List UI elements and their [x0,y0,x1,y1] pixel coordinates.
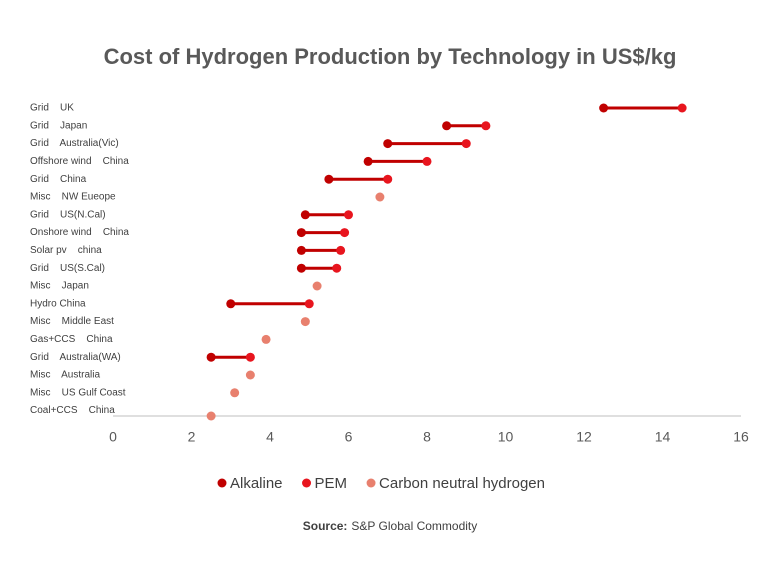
y-tick-label: Gas+CCS China [30,334,113,345]
y-tick-label: Grid UK [30,103,74,114]
dot [230,388,240,398]
dot [336,245,346,255]
dot [481,121,491,131]
x-tick-label: 6 [345,429,353,445]
dot [375,192,385,202]
x-tick-label: 0 [109,429,117,445]
y-tick-label: Offshore wind China [30,156,129,167]
dot [677,103,687,113]
dot [226,299,236,309]
x-tick-label: 16 [733,429,749,445]
y-tick-label: Grid China [30,174,87,185]
dot [206,352,216,362]
source-label: Source: [303,519,348,533]
legend-marker [217,478,227,488]
x-tick-label: 8 [423,429,431,445]
dot [300,210,310,220]
dot [599,103,609,113]
y-tick-label: Coal+CCS China [30,405,115,416]
y-tick-label: Solar pv china [30,245,102,256]
y-tick-label: Grid US(S.Cal) [30,263,105,274]
y-tick-label: Grid Australia(WA) [30,352,121,363]
dot [442,121,452,131]
dot [245,370,255,380]
y-tick-label: Grid Australia(Vic) [30,138,119,149]
y-tick-label: Misc NW Eueope [30,192,116,203]
dot [206,411,216,421]
legend-label: Carbon neutral hydrogen [379,475,545,492]
dot [383,139,393,149]
dot [332,263,342,273]
dot [296,263,306,273]
y-tick-label: Onshore wind China [30,227,129,238]
dot [324,174,334,184]
dot [312,281,322,291]
dot [383,174,393,184]
dot [304,299,314,309]
y-tick-label: Misc US Gulf Coast [30,387,126,398]
legend-label: Alkaline [230,475,283,492]
dot [340,228,350,238]
dot [344,210,353,220]
x-tick-label: 12 [576,429,592,445]
y-tick-label: Misc Middle East [30,316,114,327]
x-tick-label: 2 [188,429,196,445]
dot [296,245,306,255]
dot [300,317,310,327]
source-text: S&P Global Commodity [351,519,477,533]
x-tick-label: 4 [266,429,274,445]
dot [422,156,432,166]
dot [363,156,373,166]
chart-title: Cost of Hydrogen Production by Technolog… [104,44,677,69]
dot [261,334,271,344]
dot [296,228,306,238]
y-tick-label: Grid US(N.Cal) [30,209,106,220]
dot [245,352,255,362]
y-tick-label: Misc Australia [30,370,100,381]
legend-marker [366,478,376,488]
dot [461,139,471,149]
legend-marker [302,478,312,488]
x-tick-label: 10 [498,429,514,445]
y-tick-label: Hydro China [30,298,86,309]
y-tick-label: Misc Japan [30,281,89,292]
y-tick-label: Grid Japan [30,120,87,131]
legend-label: PEM [315,475,348,492]
x-tick-label: 14 [655,429,671,445]
